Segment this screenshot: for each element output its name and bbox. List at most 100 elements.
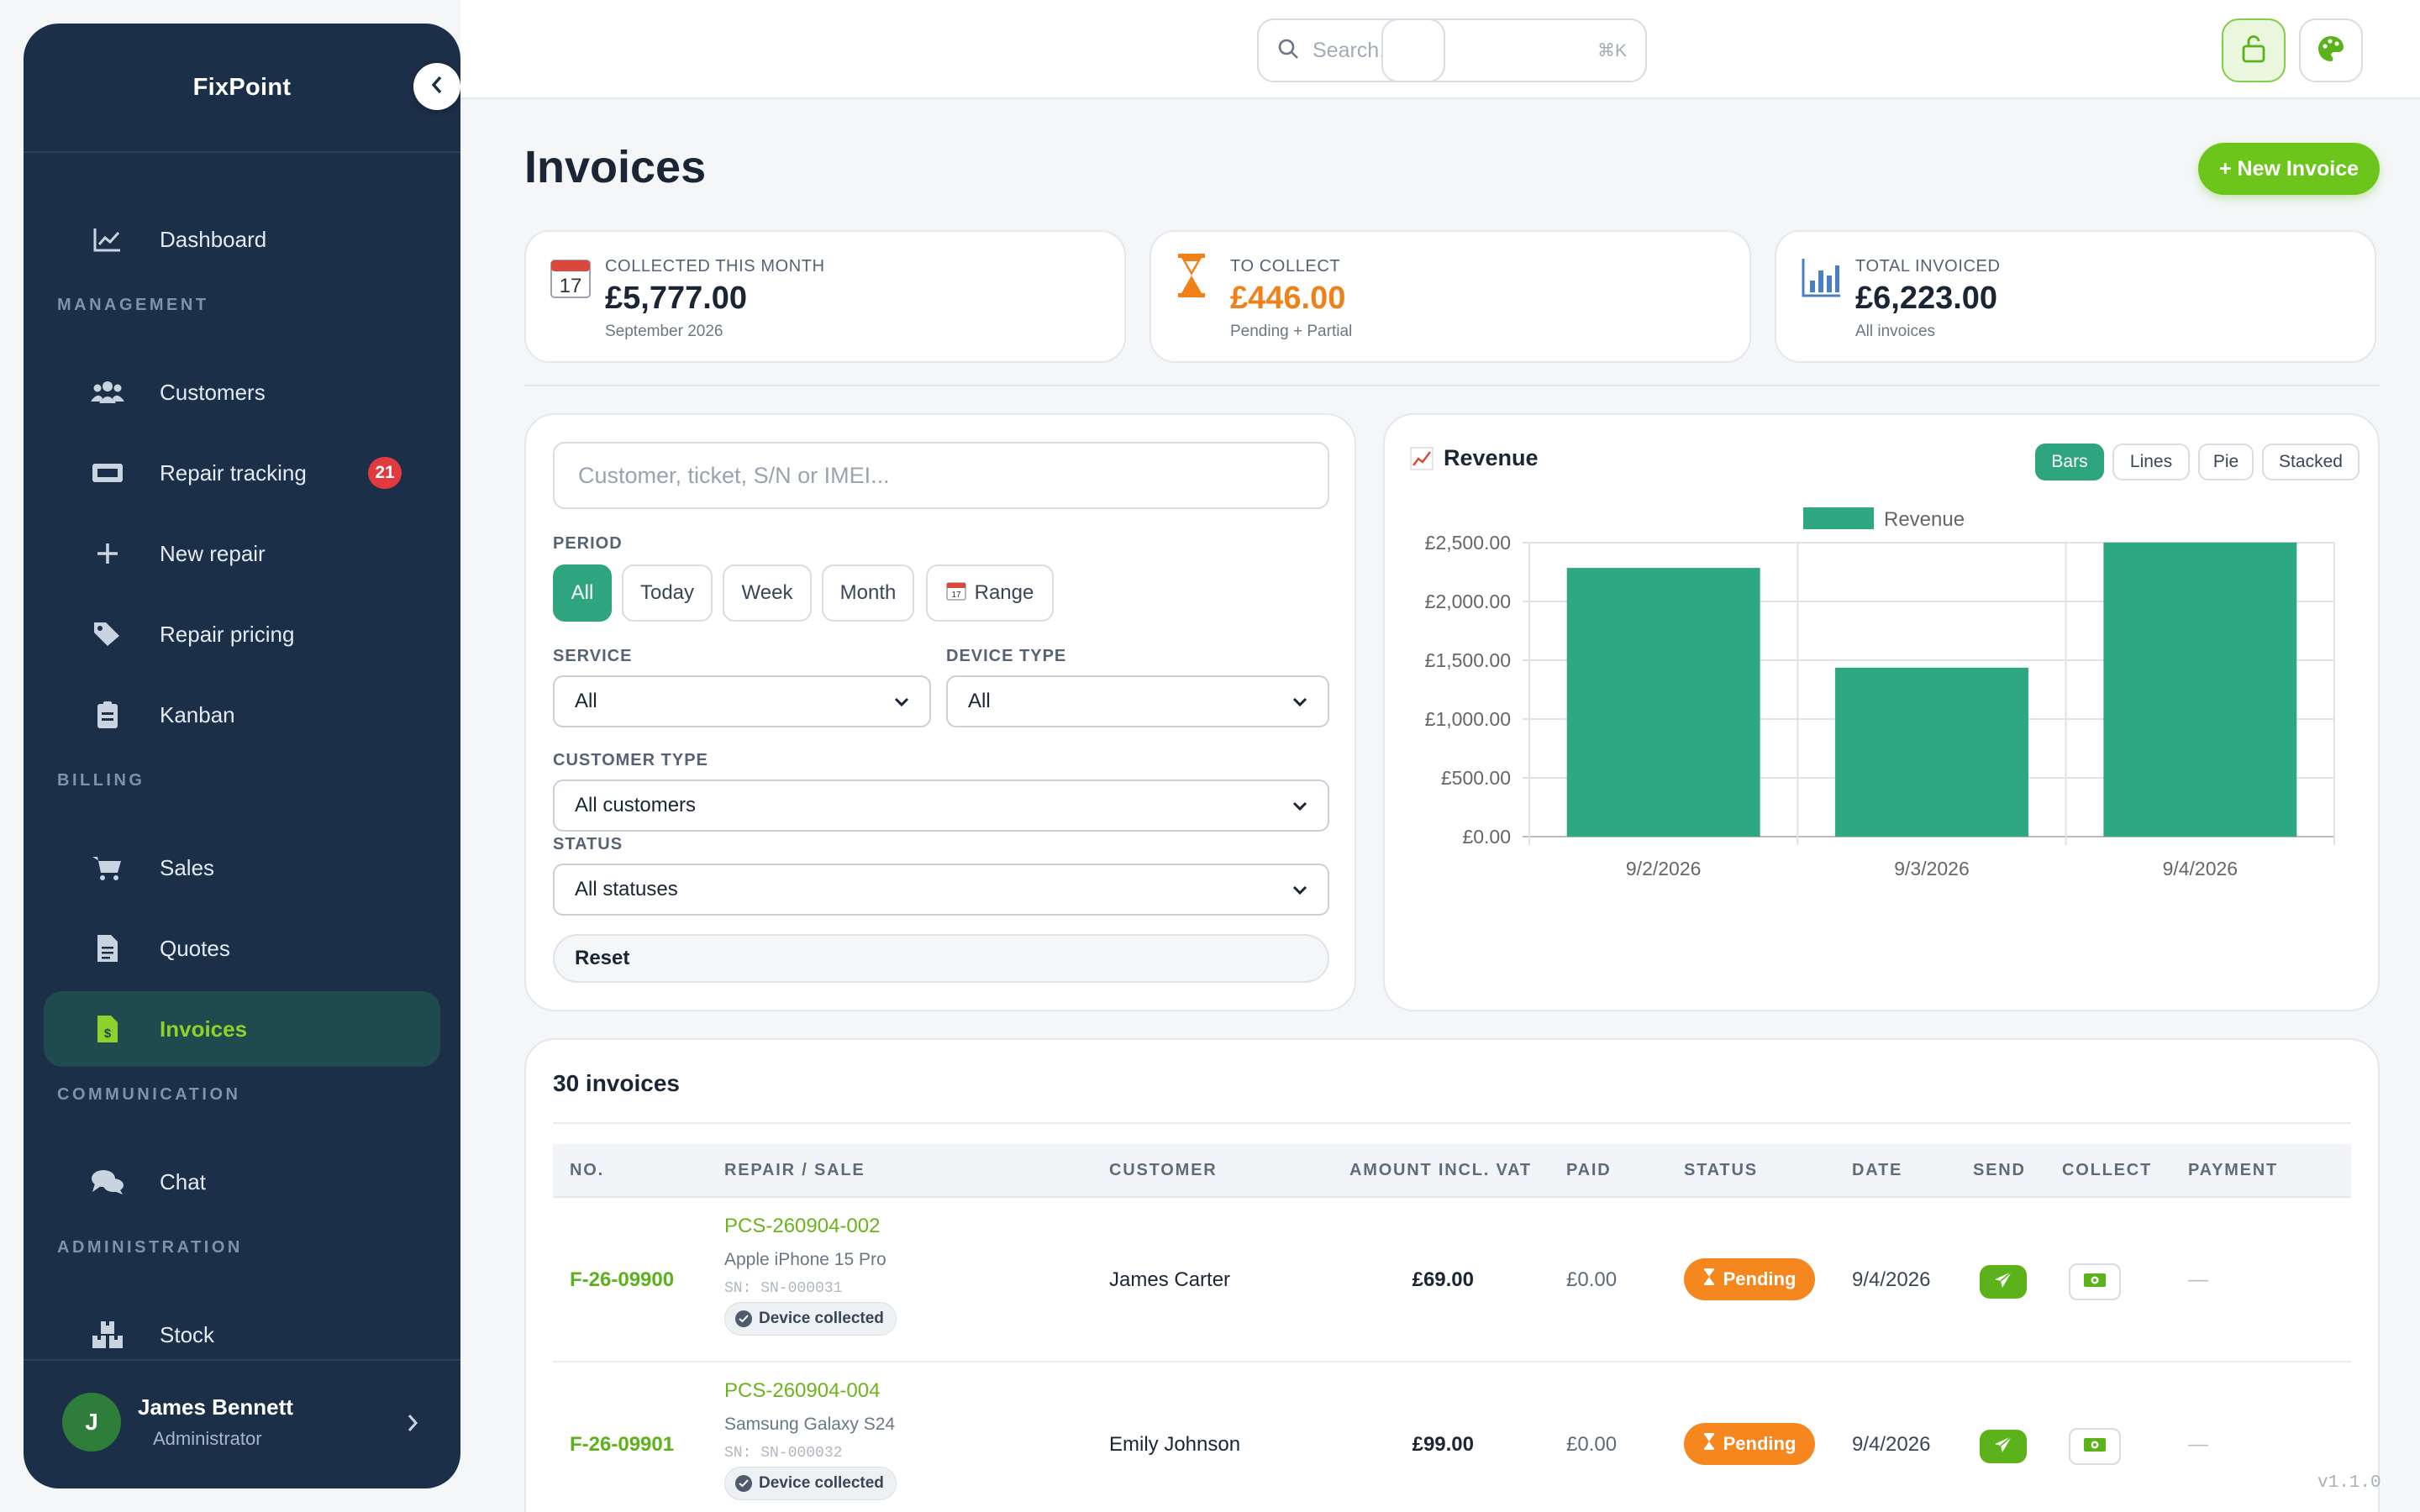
service-select[interactable]: All (553, 675, 931, 727)
column-header[interactable]: COLLECT (2062, 1161, 2153, 1179)
chevron-right-icon (407, 1413, 418, 1437)
sidebar-item-kanban[interactable]: Kanban (44, 677, 440, 753)
reset-button[interactable]: Reset (553, 934, 1329, 983)
sidebar-item-dashboard[interactable]: Dashboard (44, 202, 440, 277)
table-row[interactable]: F-26-09901 PCS-260904-004 Samsung Galaxy… (553, 1362, 2351, 1512)
collect-button[interactable] (2069, 1428, 2121, 1465)
status-select[interactable]: All statuses (553, 864, 1329, 916)
sidebar-item-chat[interactable]: Chat (44, 1144, 440, 1220)
stat-sub: September 2026 (605, 323, 723, 340)
global-search[interactable]: ⌘K (1257, 18, 1647, 82)
sidebar-item-label: Sales (160, 854, 215, 880)
invoices-table-card: 30 invoices NO. REPAIR / SALE CUSTOMER A… (524, 1038, 2380, 1512)
chart-type-stacked-button[interactable]: Stacked (2262, 444, 2360, 480)
x-tick-label: 9/3/2026 (1894, 858, 1970, 879)
sidebar-item-invoices[interactable]: $ Invoices (44, 991, 440, 1067)
column-header[interactable]: SEND (1973, 1161, 2026, 1179)
filter-search-input[interactable] (553, 442, 1329, 509)
sidebar-item-quotes[interactable]: Quotes (44, 911, 440, 986)
status-badge[interactable]: Pending (1684, 1258, 1815, 1300)
table-header: NO. REPAIR / SALE CUSTOMER AMOUNT INCL. … (553, 1144, 2351, 1198)
invoice-date: 9/4/2026 (1852, 1268, 1931, 1291)
column-header[interactable]: PAID (1566, 1161, 1612, 1179)
repair-ref-link[interactable]: PCS-260904-002 (724, 1215, 881, 1237)
select-value: All (968, 690, 991, 712)
period-month-button[interactable]: Month (822, 564, 914, 622)
section-management: MANAGEMENT (57, 296, 209, 314)
sidebar-item-stock[interactable]: Stock (44, 1297, 440, 1373)
sidebar-item-repair-tracking[interactable]: Repair tracking 21 (44, 435, 440, 511)
new-invoice-button[interactable]: + New Invoice (2198, 143, 2380, 195)
search-shortcut: ⌘K (1597, 40, 1627, 60)
sidebar-collapse-button[interactable] (413, 63, 460, 110)
chevron-down-icon (894, 690, 909, 713)
service-label: SERVICE (553, 647, 633, 665)
y-tick-label: £2,000.00 (1425, 591, 1511, 612)
chart-line-icon (91, 223, 124, 256)
chart-type-pie-button[interactable]: Pie (2198, 444, 2254, 480)
column-header[interactable]: PAYMENT (2188, 1161, 2279, 1179)
sidebar-item-sales[interactable]: Sales (44, 830, 440, 906)
serial-number: SN: SN-000032 (724, 1445, 843, 1462)
paper-plane-icon (1994, 1270, 2012, 1294)
select-value: All customers (575, 794, 697, 816)
calendar-day: 17 (951, 591, 961, 600)
period-all-button[interactable]: All (553, 564, 612, 622)
unlock-icon (2241, 34, 2266, 67)
divider (553, 1122, 2351, 1124)
check-circle-icon (735, 1310, 752, 1327)
stat-value: £6,223.00 (1855, 281, 1998, 316)
customer-type-select[interactable]: All customers (553, 780, 1329, 832)
period-week-button[interactable]: Week (723, 564, 812, 622)
column-header[interactable]: AMOUNT INCL. VAT (1349, 1161, 1532, 1179)
app-version: v1.1.0 (2317, 1473, 2381, 1493)
user-profile[interactable]: J James Bennett Administrator (24, 1359, 460, 1488)
sidebar-item-new-repair[interactable]: New repair (44, 516, 440, 591)
trend-chart-icon (1410, 447, 1434, 475)
column-header[interactable]: NO. (570, 1161, 604, 1179)
payment-method: — (2188, 1433, 2208, 1456)
brand-logo[interactable]: FixPoint (24, 24, 460, 153)
sidebar-item-repair-pricing[interactable]: Repair pricing (44, 596, 440, 672)
sidebar-item-label: Kanban (160, 701, 235, 727)
send-button[interactable] (1980, 1265, 2027, 1299)
stat-value: £5,777.00 (605, 281, 748, 316)
stat-collected-this-month: 17 COLLECTED THIS MONTH £5,777.00 Septem… (524, 230, 1126, 363)
invoice-number-link[interactable]: F-26-09901 (570, 1433, 675, 1456)
column-header[interactable]: CUSTOMER (1109, 1161, 1218, 1179)
clipboard-icon (91, 698, 124, 732)
revenue-bar-chart: Revenue £0.00 £500.00 £1,000.00 £1,500.00 £2,… (1425, 507, 2335, 879)
chart-type-lines-button[interactable]: Lines (2112, 444, 2190, 480)
collect-button[interactable] (2069, 1263, 2121, 1300)
period-today-button[interactable]: Today (622, 564, 713, 622)
status-badge[interactable]: Pending (1684, 1423, 1815, 1465)
select-value: All (575, 690, 597, 712)
tags-icon (91, 617, 124, 651)
chevron-down-icon (1292, 794, 1307, 817)
column-header[interactable]: DATE (1852, 1161, 1903, 1179)
search-input[interactable] (1313, 38, 1597, 63)
legend-swatch (1803, 507, 1874, 529)
section-communication: COMMUNICATION (57, 1085, 241, 1104)
x-tick-label: 9/2/2026 (1626, 858, 1702, 879)
amount: £69.00 (1412, 1268, 1474, 1291)
repair-ref-link[interactable]: PCS-260904-004 (724, 1379, 881, 1402)
device-collected-tag: Device collected (724, 1302, 897, 1336)
column-header[interactable]: REPAIR / SALE (724, 1161, 865, 1179)
send-button[interactable] (1980, 1430, 2027, 1463)
theme-button[interactable] (2299, 18, 2363, 82)
invoice-number-link[interactable]: F-26-09900 (570, 1268, 675, 1291)
status-label: Pending (1723, 1268, 1797, 1289)
sidebar-item-customers[interactable]: Customers (44, 354, 440, 430)
sidebar-item-label: New repair (160, 540, 266, 566)
device-type-select[interactable]: All (946, 675, 1329, 727)
chart-type-bars-button[interactable]: Bars (2035, 444, 2104, 480)
bar-9/2/2026 (1566, 568, 1760, 837)
table-row[interactable]: F-26-09900 PCS-260904-002 Apple iPhone 1… (553, 1198, 2351, 1362)
column-header[interactable]: STATUS (1684, 1161, 1758, 1179)
lock-button[interactable] (1381, 18, 1445, 82)
lock-button[interactable] (2222, 18, 2286, 82)
payment-method: — (2188, 1268, 2208, 1291)
period-range-button[interactable]: 17 Range (926, 564, 1054, 622)
tag-label: Device collected (759, 1310, 884, 1327)
